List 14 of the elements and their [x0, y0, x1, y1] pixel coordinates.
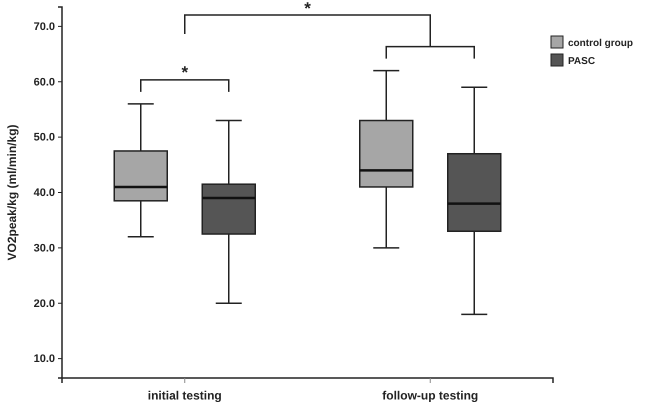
y-axis-title: VO2peak/kg (ml/min/kg) [5, 124, 19, 261]
y-tick-label: 60.0 [34, 76, 55, 88]
y-tick-label: 10.0 [34, 353, 55, 366]
legend-label: control group [568, 38, 633, 49]
y-tick-label: 20.0 [34, 298, 55, 310]
legend-label: PASC [568, 56, 596, 67]
y-tick-label: 30.0 [34, 242, 55, 254]
y-tick-label: 50.0 [34, 132, 55, 144]
annotation: * [181, 62, 188, 82]
y-tick-label: 40.0 [34, 187, 55, 200]
x-tick-label: follow-up testing [382, 388, 478, 403]
annotation: * [304, 0, 312, 18]
y-tick-label: 70.0 [34, 20, 55, 33]
x-tick-label: initial testing [148, 388, 222, 403]
